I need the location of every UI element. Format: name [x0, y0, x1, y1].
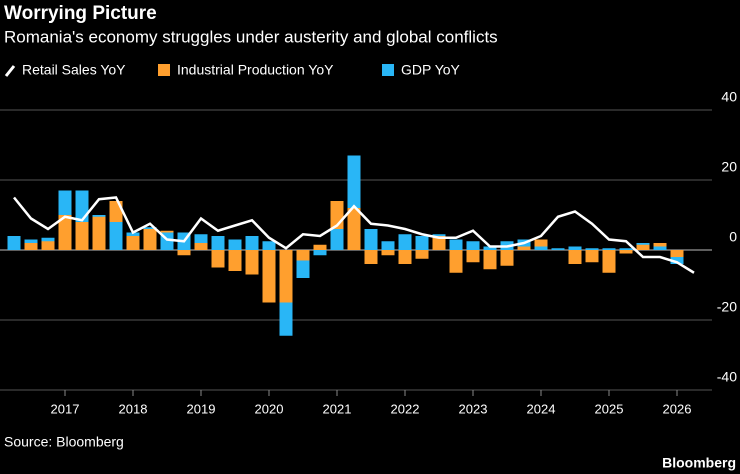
bar [41, 241, 55, 250]
bar [619, 250, 633, 254]
legend-swatch [382, 64, 394, 76]
bar [653, 246, 667, 250]
bar [347, 208, 361, 250]
legend-label: Retail Sales YoY [22, 62, 126, 78]
x-tick-label: 2017 [51, 401, 80, 416]
bar [245, 236, 259, 250]
bar [602, 250, 616, 273]
bar [585, 250, 599, 263]
y-tick-label: -40 [717, 369, 737, 385]
source: Source: Bloomberg [4, 434, 124, 450]
bar [568, 250, 582, 264]
x-tick-label: 2024 [527, 401, 556, 416]
x-tick-label: 2020 [255, 401, 284, 416]
bar [619, 248, 633, 250]
x-tick-label: 2023 [459, 401, 488, 416]
x-tick-label: 2021 [323, 401, 352, 416]
bar [228, 250, 242, 271]
bar [126, 236, 140, 250]
bar [398, 250, 412, 264]
x-tick-label: 2022 [391, 401, 420, 416]
y-tick-label: 40 [721, 89, 737, 105]
legend-swatch [4, 65, 16, 77]
bar [449, 239, 463, 250]
bar [24, 243, 38, 250]
bar [143, 229, 157, 250]
bar [483, 246, 497, 250]
bar [483, 250, 497, 270]
bar [279, 250, 293, 303]
bar [381, 250, 395, 256]
bar [398, 234, 412, 250]
y-tick-label: 20 [721, 159, 737, 175]
bar [415, 250, 429, 259]
bar [177, 250, 191, 256]
bar [636, 244, 650, 250]
chart-subtitle: Romania's economy struggles under auster… [4, 27, 498, 46]
bar [228, 239, 242, 250]
bar [585, 248, 599, 250]
chart-title: Worrying Picture [4, 3, 157, 24]
bar [517, 246, 531, 250]
bar [109, 222, 123, 250]
bar [245, 250, 259, 275]
bar [296, 250, 310, 261]
bar [313, 244, 327, 250]
legend-label: GDP YoY [401, 62, 461, 78]
brand: Bloomberg [662, 455, 736, 471]
x-tick-label: 2018 [119, 401, 148, 416]
x-tick-label: 2019 [187, 401, 216, 416]
bar [262, 250, 276, 303]
bar [364, 250, 378, 264]
bar [415, 236, 429, 250]
bar [517, 239, 531, 250]
bar [262, 241, 276, 250]
bar [602, 248, 616, 250]
legend-label: Industrial Production YoY [177, 62, 334, 78]
y-tick-label: -20 [717, 299, 737, 315]
bar [568, 246, 582, 250]
bar [534, 246, 548, 250]
bar [381, 241, 395, 250]
bar [449, 250, 463, 273]
bar [313, 250, 327, 256]
x-tick-label: 2026 [663, 401, 692, 416]
bar [432, 236, 446, 250]
bar [670, 250, 684, 257]
bar [551, 248, 565, 250]
bar [211, 236, 225, 250]
x-tick-label: 2025 [595, 401, 624, 416]
bar [466, 241, 480, 250]
bar [466, 250, 480, 263]
bar [211, 250, 225, 268]
bar [534, 239, 548, 250]
legend-swatch [158, 64, 170, 76]
bar [7, 236, 21, 250]
bar [364, 229, 378, 250]
bar [194, 243, 208, 250]
bar [58, 215, 72, 250]
bar [75, 222, 89, 250]
bar [92, 216, 106, 250]
bar [500, 250, 514, 266]
bar [330, 229, 344, 250]
y-tick-label: 0 [729, 229, 737, 245]
line [13, 196, 695, 274]
